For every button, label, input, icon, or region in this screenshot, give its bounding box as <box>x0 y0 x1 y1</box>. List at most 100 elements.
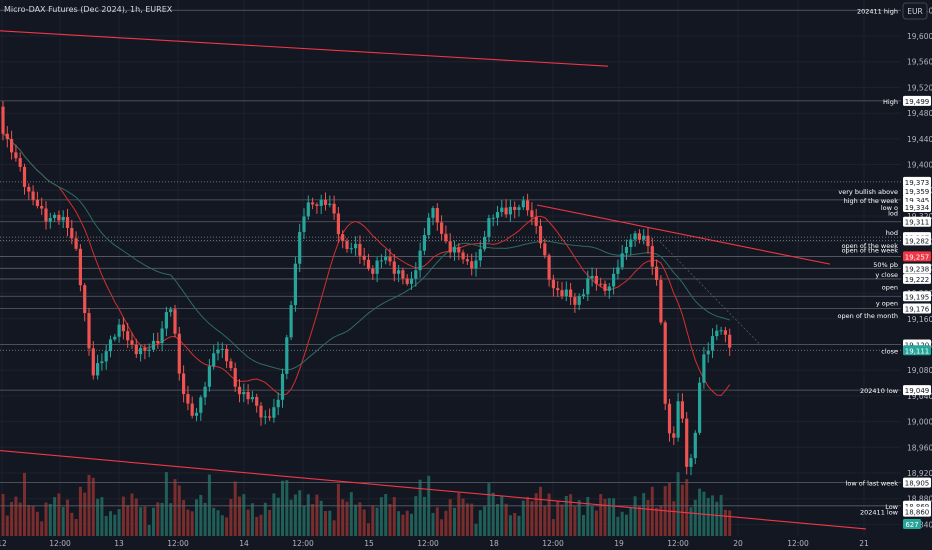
volume-bar <box>268 509 272 536</box>
candle-body <box>293 263 297 306</box>
level-label: open of the week <box>842 242 899 250</box>
price-tick-label: 19,160 <box>907 315 932 324</box>
volume-bar <box>715 501 719 536</box>
volume-bar <box>78 486 82 536</box>
volume-bar <box>672 501 676 536</box>
volume-bar <box>173 479 177 536</box>
volume-tag <box>903 519 921 529</box>
volume-bar <box>156 502 160 536</box>
volume-bar <box>328 510 332 536</box>
volume-bar <box>646 500 650 536</box>
candle-body <box>298 231 302 264</box>
candle-body <box>143 347 147 351</box>
candle-body <box>427 217 431 236</box>
candle-body <box>91 348 95 376</box>
level-label: open of the month <box>838 312 898 320</box>
candle-body <box>250 397 254 400</box>
volume-bar <box>5 515 9 536</box>
price-tag <box>903 176 931 187</box>
time-tick-label: 12:00 <box>167 539 189 548</box>
volume-bar <box>250 503 254 536</box>
volume-bar <box>457 492 461 536</box>
candle-body <box>530 210 534 218</box>
volume-bar <box>220 515 224 536</box>
time-axis[interactable]: 12 12:00 13 12:00 14 12:00 15 12:00 18 12:00 19 12:… <box>0 539 869 548</box>
candle-body <box>500 207 504 213</box>
volume-bar <box>147 524 151 536</box>
candle-body <box>78 248 82 286</box>
candle-body <box>341 234 345 242</box>
volume-bar <box>186 509 190 536</box>
candle-body <box>491 217 495 219</box>
volume-bar <box>435 507 439 536</box>
candle-body <box>108 339 113 352</box>
candle-body <box>629 239 633 247</box>
candle-body <box>401 270 405 279</box>
candle-body <box>405 278 409 284</box>
level-label: hod <box>886 229 898 237</box>
volume-bar <box>586 496 590 536</box>
time-tick-label: 12:00 <box>292 539 314 548</box>
candle-body <box>182 373 186 395</box>
candle-body <box>474 260 478 269</box>
candle-body <box>599 283 603 285</box>
candle-body <box>22 166 27 187</box>
price-tag <box>903 263 931 274</box>
candle-body <box>478 249 482 261</box>
level-label: Low <box>885 503 898 511</box>
candle-body <box>444 233 448 242</box>
time-tick-label: 12:00 <box>787 539 809 548</box>
candle-body <box>83 285 87 314</box>
candle-body <box>517 207 521 210</box>
grid <box>0 0 901 536</box>
candle-body <box>569 289 573 298</box>
current-price-tag <box>903 345 931 356</box>
volume-bar <box>444 510 448 536</box>
volume-bar <box>225 517 229 536</box>
candle-body <box>366 259 371 269</box>
volume-bar <box>354 504 358 536</box>
volume-bar <box>233 481 237 536</box>
candle-body <box>534 217 538 226</box>
level-label: lod <box>888 210 898 218</box>
level-label: very bullish above <box>838 188 898 196</box>
volume-bar <box>711 495 714 536</box>
candle-body <box>27 186 31 192</box>
price-tag-label: 19,359 <box>905 188 930 196</box>
volume-bar <box>40 521 44 536</box>
volume-bar <box>238 496 241 536</box>
candle-body <box>680 401 684 419</box>
currency-button[interactable]: EUR <box>902 2 928 20</box>
volume-bar <box>500 496 504 536</box>
volume-bar <box>418 479 422 536</box>
candle-body <box>689 458 693 467</box>
candle-body <box>216 349 220 354</box>
candle-body <box>723 330 727 335</box>
price-tag <box>903 477 931 488</box>
candle-body <box>586 278 590 295</box>
candles <box>1 101 732 476</box>
volume-tag-label: 627 <box>905 521 918 529</box>
candle-body <box>457 247 461 253</box>
candle-body <box>646 235 650 247</box>
candle-body <box>663 322 667 404</box>
candle-body <box>104 351 108 362</box>
candle-body <box>461 252 465 260</box>
candle-body <box>40 206 44 209</box>
price-tag-label: 19,282 <box>905 237 930 245</box>
candle-body <box>470 261 474 269</box>
candle-body <box>526 200 530 211</box>
candle-body <box>280 373 285 400</box>
volume-bar <box>590 506 594 536</box>
volume-bar <box>728 510 732 536</box>
volume-bar <box>487 483 491 536</box>
candle-body <box>483 236 487 250</box>
price-tick-label: 19,440 <box>907 135 932 144</box>
volume-bar <box>212 507 216 536</box>
level-label: high of the week <box>844 197 899 205</box>
volume-bar <box>440 519 444 536</box>
trendlines[interactable] <box>0 30 867 530</box>
candle-body <box>375 260 379 274</box>
